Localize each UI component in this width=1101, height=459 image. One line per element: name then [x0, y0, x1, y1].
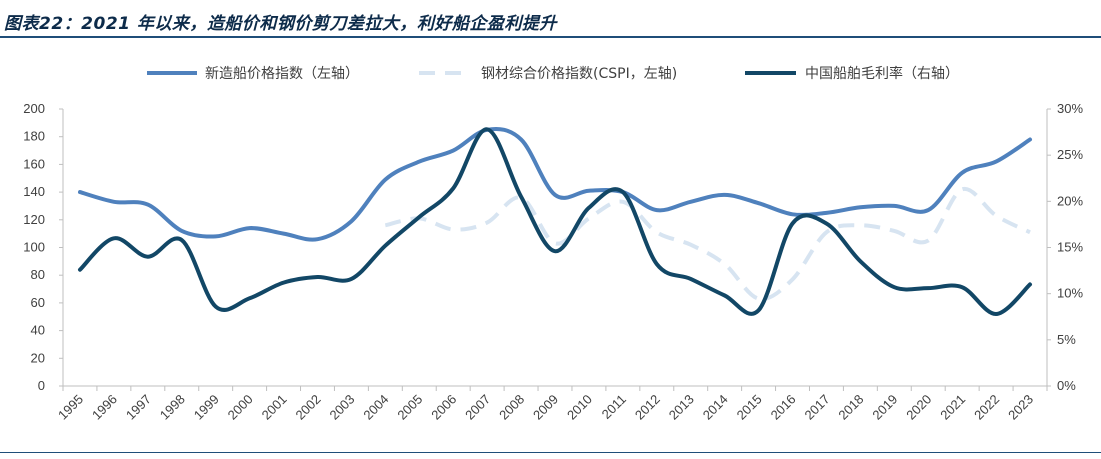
chart-title: 图表22：2021 年以来，造船价和钢价剪刀差拉大，利好船企盈利提升 — [4, 14, 557, 34]
axes: 0 20 40 60 80 100 120 140 160 180 200 0% 5% 10% 15% 20%… — [23, 101, 1083, 423]
title-divider — [0, 36, 1101, 38]
x-tick-label: 2021 — [937, 392, 968, 423]
y-left-tick-label: 0 — [38, 378, 45, 393]
y-left-tick-label: 120 — [23, 212, 45, 227]
x-tick-label: 2014 — [700, 392, 731, 423]
x-tick-label: 2010 — [564, 392, 595, 423]
chart-svg: 新造船价格指数（左轴） 钢材综合价格指数(CSPI，左轴) 中国船舶毛利率（右轴） … — [23, 65, 1083, 423]
x-tick-label: 2002 — [293, 392, 324, 423]
y-left-tick-label: 20 — [31, 350, 45, 365]
x-tick-label: 1995 — [55, 392, 86, 423]
x-tick-label: 2000 — [225, 392, 256, 423]
x-tick-label: 2013 — [666, 392, 697, 423]
x-tick-label: 2015 — [734, 392, 765, 423]
y-left-tick-label: 60 — [31, 295, 45, 310]
y-left-tick-label: 40 — [31, 323, 45, 338]
x-tick-label: 2012 — [632, 392, 663, 423]
x-tick-label: 2022 — [971, 392, 1002, 423]
x-tick-label: 2004 — [360, 392, 391, 423]
x-tick-label: 2016 — [768, 392, 799, 423]
y-right-tick-label: 15% — [1057, 240, 1083, 255]
x-tick-label: 2005 — [394, 392, 425, 423]
y-right-tick-label: 5% — [1057, 332, 1076, 347]
x-tick-label: 2023 — [1005, 392, 1036, 423]
y-right-tick-label: 30% — [1057, 101, 1083, 116]
x-tick-label: 2009 — [530, 392, 561, 423]
legend-label-2: 中国船舶毛利率（右轴） — [805, 65, 959, 82]
x-tick-label: 2020 — [903, 392, 934, 423]
y-right-tick-label: 10% — [1057, 286, 1083, 301]
y-left-tick-label: 140 — [23, 184, 45, 199]
footer-divider — [0, 452, 1101, 453]
legend: 新造船价格指数（左轴） 钢材综合价格指数(CSPI，左轴) 中国船舶毛利率（右轴） — [147, 65, 959, 82]
series-line-1 — [384, 186, 1031, 302]
x-tick-label: 1999 — [191, 392, 222, 423]
x-tick-label: 2007 — [462, 392, 493, 423]
x-tick-label: 2001 — [259, 392, 290, 423]
y-right-tick-label: 25% — [1057, 147, 1083, 162]
x-tick-label: 2019 — [869, 392, 900, 423]
y-left-tick-label: 200 — [23, 101, 45, 116]
x-tick-label: 2008 — [496, 392, 527, 423]
x-tick-label: 2018 — [835, 392, 866, 423]
series-line-2 — [78, 127, 1032, 317]
x-tick-label: 2017 — [802, 392, 833, 423]
x-tick-label: 1996 — [89, 392, 120, 423]
legend-label-1: 钢材综合价格指数(CSPI，左轴) — [481, 66, 677, 82]
x-tick-label: 2011 — [599, 392, 629, 422]
y-right-tick-label: 0% — [1057, 378, 1076, 393]
y-left-tick-label: 80 — [31, 267, 45, 282]
series-line-0 — [78, 126, 1032, 242]
y-left-tick-label: 180 — [23, 129, 45, 144]
x-tick-label: 2003 — [326, 392, 357, 423]
x-tick-label: 2006 — [428, 392, 459, 423]
y-right-tick-label: 20% — [1057, 193, 1083, 208]
y-left-tick-label: 160 — [23, 156, 45, 171]
legend-label-0: 新造船价格指数（左轴） — [205, 66, 359, 82]
plot-area — [78, 126, 1032, 317]
y-left-tick-label: 100 — [23, 240, 45, 255]
x-tick-label: 1998 — [157, 392, 188, 423]
x-tick-label: 1997 — [123, 392, 154, 423]
